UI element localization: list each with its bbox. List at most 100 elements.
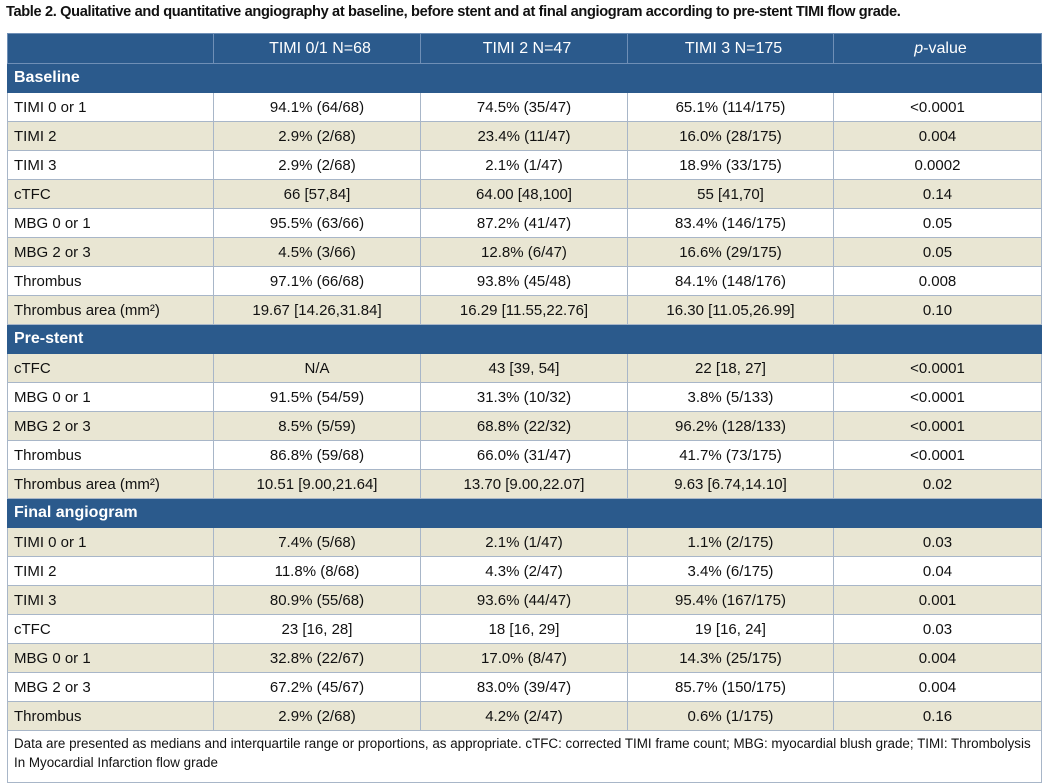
row-label: MBG 0 or 1 [7, 643, 214, 673]
cell: 23.4% (11/47) [420, 121, 628, 151]
cell: 93.8% (45/48) [420, 266, 628, 296]
cell: 2.9% (2/68) [213, 121, 421, 151]
section-title: Baseline [7, 63, 1042, 93]
section-row: Baseline [7, 63, 1042, 93]
cell: 2.9% (2/68) [213, 150, 421, 180]
row-label: MBG 2 or 3 [7, 237, 214, 267]
cell: 0.004 [833, 672, 1042, 702]
cell: 4.2% (2/47) [420, 701, 628, 731]
row-label: Thrombus [7, 266, 214, 296]
data-row: MBG 0 or 1 95.5% (63/66) 87.2% (41/47) 83.4… [7, 208, 1042, 238]
cell: 74.5% (35/47) [420, 92, 628, 122]
header-text: -value [923, 39, 967, 57]
cell: <0.0001 [833, 353, 1042, 383]
cell: 0.004 [833, 121, 1042, 151]
cell: 83.4% (146/175) [627, 208, 834, 238]
row-label: MBG 2 or 3 [7, 672, 214, 702]
data-row: TIMI 3 2.9% (2/68) 2.1% (1/47) 18.9% (33/17… [7, 150, 1042, 180]
data-row: cTFC 66 [57,84] 64.00 [48,100] 55 [41,70] 0.… [7, 179, 1042, 209]
data-row: MBG 2 or 3 67.2% (45/67) 83.0% (39/47) 85.7… [7, 672, 1042, 702]
row-label: Thrombus area (mm²) [7, 295, 214, 325]
cell: 86.8% (59/68) [213, 440, 421, 470]
cell: 10.51 [9.00,21.64] [213, 469, 421, 499]
row-label: TIMI 2 [7, 556, 214, 586]
cell: 23 [16, 28] [213, 614, 421, 644]
data-row: Thrombus 2.9% (2/68) 4.2% (2/47) 0.6% (1/17… [7, 701, 1042, 731]
cell: 66.0% (31/47) [420, 440, 628, 470]
cell: 22 [18, 27] [627, 353, 834, 383]
cell: 16.30 [11.05,26.99] [627, 295, 834, 325]
cell: 3.8% (5/133) [627, 382, 834, 412]
row-label: TIMI 0 or 1 [7, 92, 214, 122]
cell: 93.6% (44/47) [420, 585, 628, 615]
cell: 13.70 [9.00,22.07] [420, 469, 628, 499]
cell: 41.7% (73/175) [627, 440, 834, 470]
cell: 55 [41,70] [627, 179, 834, 209]
data-row: TIMI 2 11.8% (8/68) 4.3% (2/47) 3.4% (6/175… [7, 556, 1042, 586]
header-cell: TIMI 2 N=47 [420, 33, 628, 64]
cell: 87.2% (41/47) [420, 208, 628, 238]
row-label: TIMI 0 or 1 [7, 527, 214, 557]
cell: 12.8% (6/47) [420, 237, 628, 267]
data-row: Thrombus area (mm²) 10.51 [9.00,21.64] 13.… [7, 469, 1042, 499]
cell: 85.7% (150/175) [627, 672, 834, 702]
cell: 18 [16, 29] [420, 614, 628, 644]
cell: <0.0001 [833, 92, 1042, 122]
cell: 11.8% (8/68) [213, 556, 421, 586]
cell: 0.04 [833, 556, 1042, 586]
cell: 80.9% (55/68) [213, 585, 421, 615]
row-label: TIMI 2 [7, 121, 214, 151]
cell: 66 [57,84] [213, 179, 421, 209]
section-title: Pre-stent [7, 324, 1042, 354]
cell: 14.3% (25/175) [627, 643, 834, 673]
cell: 2.1% (1/47) [420, 527, 628, 557]
cell: 0.05 [833, 237, 1042, 267]
header-cell: TIMI 0/1 N=68 [213, 33, 421, 64]
data-row: TIMI 2 2.9% (2/68) 23.4% (11/47) 16.0% (28/… [7, 121, 1042, 151]
cell: N/A [213, 353, 421, 383]
cell: 0.001 [833, 585, 1042, 615]
cell: 3.4% (6/175) [627, 556, 834, 586]
header-italic: p [914, 39, 924, 57]
cell: 0.10 [833, 295, 1042, 325]
table-title: Table 2. Qualitative and quantitative an… [6, 4, 901, 20]
header-row: TIMI 0/1 N=68 TIMI 2 N=47 TIMI 3 N=175 p-va… [7, 33, 1042, 64]
cell: 32.8% (22/67) [213, 643, 421, 673]
row-label: cTFC [7, 614, 214, 644]
cell: 83.0% (39/47) [420, 672, 628, 702]
cell: 19.67 [14.26,31.84] [213, 295, 421, 325]
row-label: Thrombus [7, 701, 214, 731]
row-label: TIMI 3 [7, 585, 214, 615]
table-body: TIMI 0/1 N=68 TIMI 2 N=47 TIMI 3 N=175 p-va… [7, 33, 1042, 783]
row-label: cTFC [7, 353, 214, 383]
row-label: MBG 2 or 3 [7, 411, 214, 441]
header-cell: TIMI 3 N=175 [627, 33, 834, 64]
cell: 4.5% (3/66) [213, 237, 421, 267]
cell: 0.008 [833, 266, 1042, 296]
cell: 0.03 [833, 614, 1042, 644]
cell: 91.5% (54/59) [213, 382, 421, 412]
cell: 4.3% (2/47) [420, 556, 628, 586]
data-row: MBG 0 or 1 91.5% (54/59) 31.3% (10/32) 3.8%… [7, 382, 1042, 412]
section-row: Final angiogram [7, 498, 1042, 528]
cell: 2.9% (2/68) [213, 701, 421, 731]
cell: 84.1% (148/176) [627, 266, 834, 296]
cell: 95.4% (167/175) [627, 585, 834, 615]
cell: 0.16 [833, 701, 1042, 731]
cell: 16.0% (28/175) [627, 121, 834, 151]
cell: 17.0% (8/47) [420, 643, 628, 673]
cell: 2.1% (1/47) [420, 150, 628, 180]
row-label: TIMI 3 [7, 150, 214, 180]
cell: 0.03 [833, 527, 1042, 557]
data-row: TIMI 0 or 1 7.4% (5/68) 2.1% (1/47) 1.1% (2… [7, 527, 1042, 557]
data-row: TIMI 0 or 1 94.1% (64/68) 74.5% (35/47) 65.… [7, 92, 1042, 122]
cell: 19 [16, 24] [627, 614, 834, 644]
cell: 68.8% (22/32) [420, 411, 628, 441]
cell: 31.3% (10/32) [420, 382, 628, 412]
cell: 67.2% (45/67) [213, 672, 421, 702]
cell: 0.14 [833, 179, 1042, 209]
footnote: Data are presented as medians and interq… [7, 730, 1042, 783]
cell: 64.00 [48,100] [420, 179, 628, 209]
row-label: Thrombus area (mm²) [7, 469, 214, 499]
